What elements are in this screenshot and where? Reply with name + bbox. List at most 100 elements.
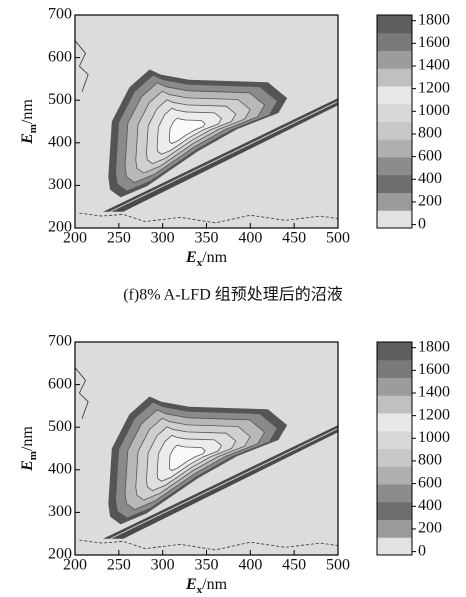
colorbar-band [377,448,412,467]
x-axis-label: Ex/nm [185,249,228,269]
x-tick-label: 300 [151,557,175,574]
y-axis-label-unit: /nm [19,99,36,124]
colorbar-frame [376,14,413,229]
colorbar-tick-label: 600 [418,474,442,491]
x-tick-label: 450 [282,230,306,247]
y-tick-label: 500 [48,91,72,108]
contour-region [168,444,206,471]
scatter-band-line [109,101,339,213]
x-tick-label: 500 [326,230,350,247]
colorbar-tick-label: 1800 [418,338,450,355]
y-tick-label: 200 [48,219,72,236]
y-axis-label: Em/nm [19,99,39,145]
caption: (f)8% A-LFD 组预处理后的沼液 [123,286,343,304]
colorbar-band [377,210,412,229]
colorbar-band [377,413,412,432]
x-axis-label-symbol: E [185,576,197,593]
colorbar-band [377,359,412,378]
x-axis-label-symbol: E [185,249,197,266]
colorbar-band [377,342,412,361]
colorbar-band [377,466,412,485]
y-tick-label: 600 [48,375,72,392]
contour-region [168,117,206,144]
x-tick-label: 350 [195,230,219,247]
colorbar-band [377,377,412,396]
colorbar-tick-label: 800 [418,125,442,142]
x-axis-label: Ex/nm [185,576,228,596]
colorbar-band [377,484,412,503]
colorbar-band [377,395,412,414]
y-axis-label-subscript: m [27,451,39,460]
colorbar-tick-label: 1600 [418,361,450,378]
x-tick-label: 400 [238,557,262,574]
y-axis-label-symbol: E [19,460,36,472]
colorbar-band [377,157,412,176]
x-tick-label: 300 [151,230,175,247]
colorbar-tick-label: 400 [418,170,442,187]
colorbar-band [377,32,412,51]
x-tick-label: 450 [282,557,306,574]
colorbar-band [377,15,412,34]
colorbar-tick-label: 0 [418,542,426,559]
x-tick-label: 200 [63,557,87,574]
colorbar-band [377,430,412,449]
y-tick-label: 200 [48,546,72,563]
colorbar-band [377,174,412,193]
colorbar-tick-label: 600 [418,147,442,164]
noise-contour [79,539,339,551]
y-tick-label: 400 [48,133,72,150]
colorbar-tick-label: 1400 [418,384,450,401]
noise-contour [74,367,89,419]
x-axis-label-unit: /nm [202,576,227,593]
x-axis-label-subscript: x [197,584,203,596]
scatter-band [103,98,338,212]
x-tick-label: 350 [195,557,219,574]
y-tick-label: 300 [48,176,72,193]
colorbar-tick-label: 1200 [418,79,450,96]
y-axis-label: Em/nm [19,426,39,472]
y-tick-label: 300 [48,503,72,520]
colorbar-tick-label: 0 [418,215,426,232]
colorbar-band [377,103,412,122]
y-tick-label: 600 [48,48,72,65]
colorbar-band [377,192,412,211]
colorbar-band [377,121,412,140]
x-axis-label-unit: /nm [202,249,227,266]
colorbar-band [377,50,412,69]
y-tick-label: 500 [48,418,72,435]
noise-contour [79,212,339,224]
colorbar-band [377,139,412,158]
colorbar-band [377,501,412,520]
x-tick-label: 250 [107,230,131,247]
colorbar-tick-label: 200 [418,193,442,210]
colorbar-tick-label: 1400 [418,57,450,74]
x-tick-label: 250 [107,557,131,574]
y-axis-label-subscript: m [27,124,39,133]
colorbar-tick-label: 1800 [418,11,450,28]
colorbar-tick-label: 1200 [418,406,450,423]
colorbar-tick-label: 1000 [418,102,450,119]
y-axis-label-unit: /nm [19,426,36,451]
colorbar-band [377,519,412,538]
noise-contour [74,40,89,92]
colorbar-tick-label: 400 [418,497,442,514]
colorbar-tick-label: 200 [418,520,442,537]
colorbar-band [377,68,412,87]
y-axis-label-symbol: E [19,133,36,145]
x-tick-label: 400 [238,230,262,247]
scatter-band-line [109,428,339,540]
x-axis-label-subscript: x [197,257,203,269]
colorbar-band [377,537,412,556]
colorbar-tick-label: 1000 [418,429,450,446]
colorbar-tick-label: 800 [418,452,442,469]
colorbar-tick-label: 1600 [418,34,450,51]
x-tick-label: 200 [63,230,87,247]
x-tick-label: 500 [326,557,350,574]
scatter-band [103,425,338,539]
y-tick-label: 400 [48,460,72,477]
y-tick-label: 700 [48,6,72,23]
colorbar-frame [376,341,413,556]
colorbar-band [377,86,412,105]
